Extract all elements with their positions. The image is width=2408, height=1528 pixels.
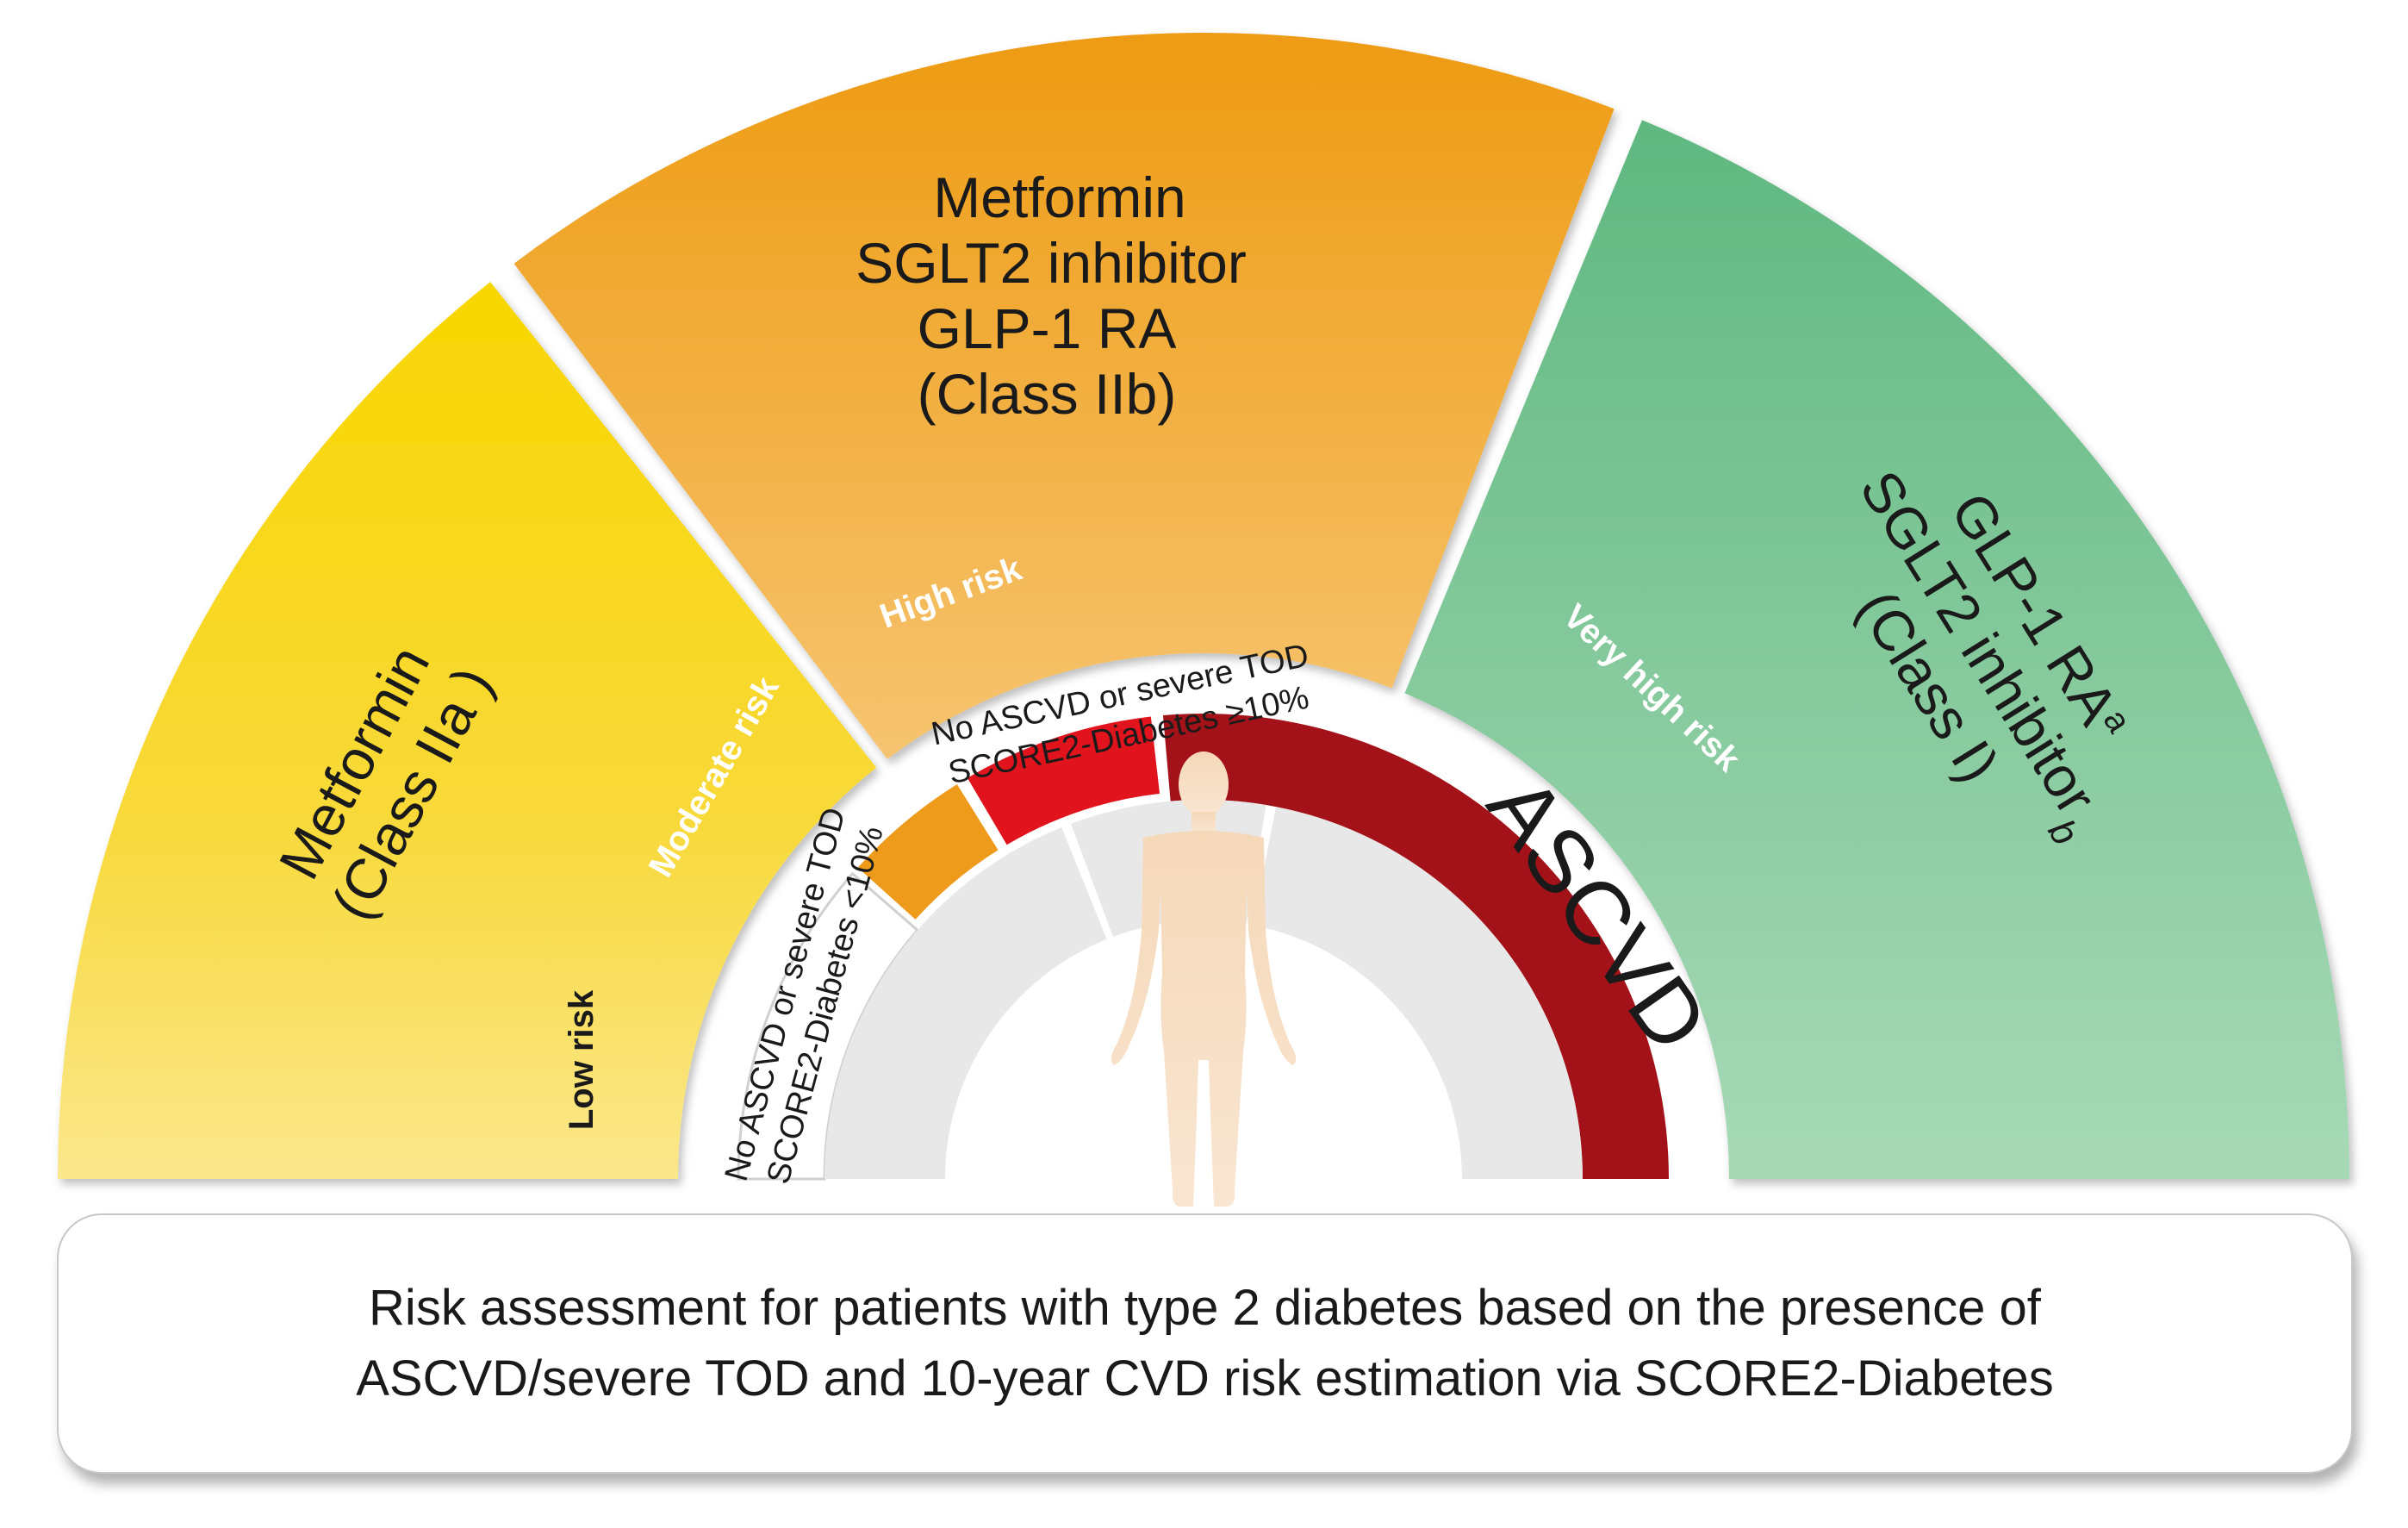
- svg-text:GLP-1 RA: GLP-1 RA: [918, 296, 1177, 360]
- glp1-sglt2-segment: [1404, 120, 2349, 1179]
- svg-text:Low risk: Low risk: [563, 989, 600, 1130]
- svg-text:(Class IIb): (Class IIb): [918, 362, 1177, 426]
- caption-box: Risk assessment for patients with type 2…: [57, 1213, 2353, 1474]
- low-moderate-criteria-ring: [824, 827, 1107, 1179]
- caption-text: Risk assessment for patients with type 2…: [356, 1273, 2054, 1414]
- metformin-segment: [58, 282, 877, 1180]
- metformin-sglt2-glp1-class-iib-label: Metformin SGLT2 inhibitor GLP-1 RA (Clas…: [856, 165, 1247, 426]
- combination-segment: [513, 32, 1615, 759]
- caption-line-1: Risk assessment for patients with type 2…: [369, 1280, 2041, 1336]
- ascvd-criteria-ring: [1253, 807, 1583, 1179]
- high-risk-band: [967, 716, 1160, 845]
- low-risk-label: Low risk: [563, 989, 600, 1130]
- patient-figure-icon: [1111, 752, 1297, 1207]
- svg-text:SGLT2 inhibitor: SGLT2 inhibitor: [856, 231, 1247, 295]
- caption-line-2: ASCVD/severe TOD and 10-year CVD risk es…: [356, 1350, 2054, 1406]
- moderate-risk-band: [857, 784, 999, 920]
- treatment-segments: [58, 32, 2349, 1180]
- svg-text:Metformin: Metformin: [933, 165, 1185, 229]
